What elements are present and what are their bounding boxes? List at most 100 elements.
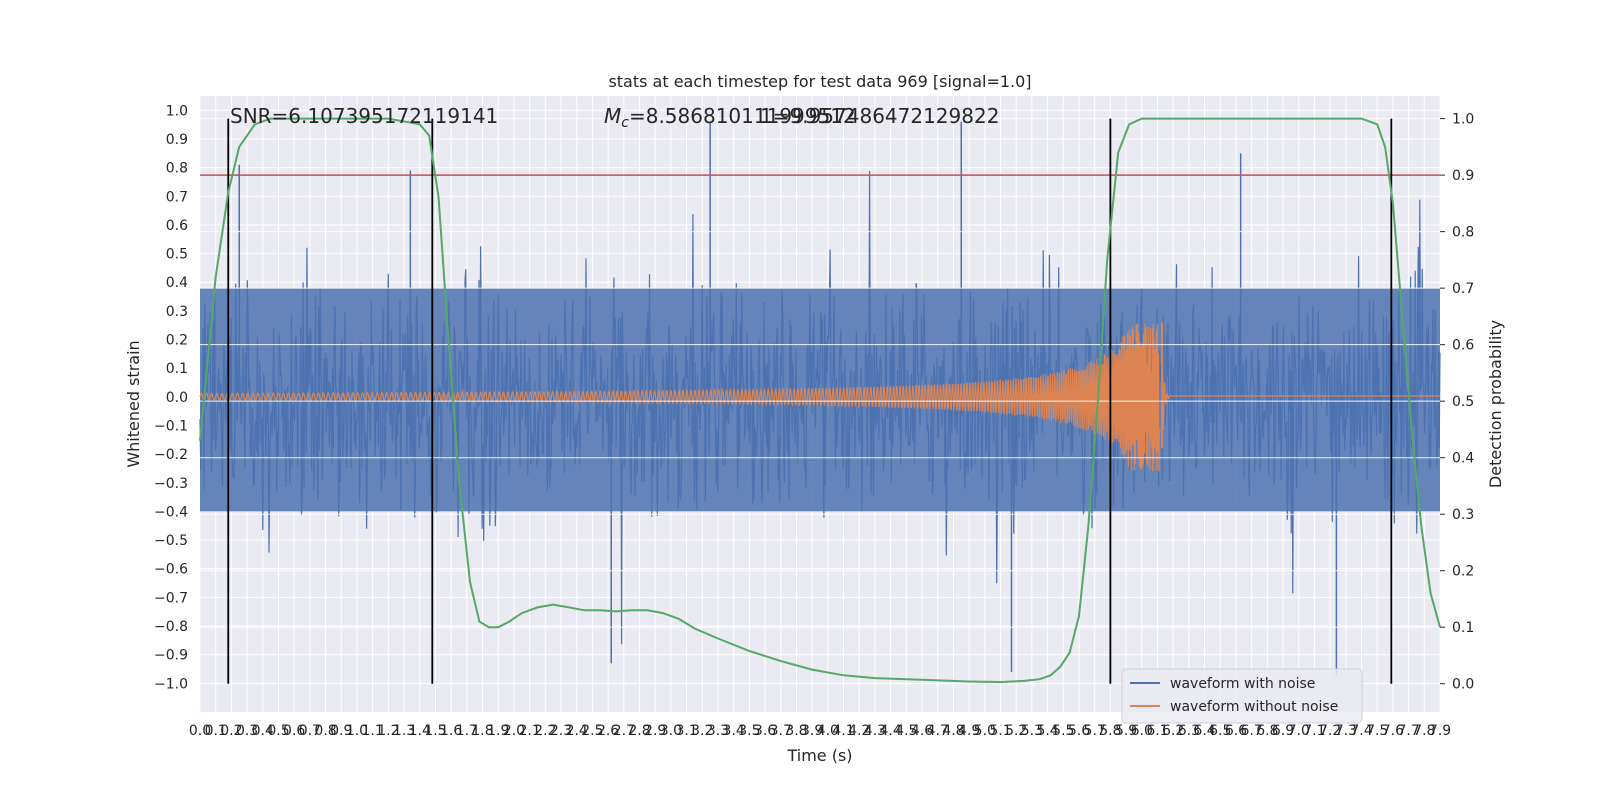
x-tick-label: 7.0 bbox=[1288, 723, 1310, 739]
right-y-axis-label: Detection probability bbox=[1486, 320, 1505, 488]
overlap-annotation: 1=9.957486472129822 bbox=[760, 104, 999, 128]
x-tick-label: 2.6 bbox=[597, 723, 619, 739]
x-tick-label: 5.2 bbox=[1005, 723, 1027, 739]
chart-title: stats at each timestep for test data 969… bbox=[608, 72, 1031, 91]
x-tick-label: 2.2 bbox=[534, 723, 556, 739]
y-tick-labels: 1.0 0.9 0.8 0.7 0.6 0.5 0.4 0.3 0.2 0.1 0.0 −0.1 −0.… bbox=[154, 103, 188, 692]
x-tick-label: 6.2 bbox=[1162, 723, 1184, 739]
x-tick-label: 2.9 bbox=[644, 723, 666, 739]
x-tick-label: 0.7 bbox=[299, 723, 321, 739]
x-tick-label: 7.6 bbox=[1382, 723, 1404, 739]
x-tick-label: 4.7 bbox=[927, 723, 949, 739]
x-tick-label: 0.1 bbox=[205, 723, 227, 739]
waveform-without-noise-line bbox=[199, 323, 1440, 472]
x-tick-label: 3.3 bbox=[707, 723, 729, 739]
legend-box bbox=[1121, 668, 1363, 724]
x-tick-label: 3.5 bbox=[738, 723, 760, 739]
x-tick-label: 4.5 bbox=[895, 723, 917, 739]
right-y-tick-label: 0.7 bbox=[1452, 281, 1474, 297]
x-tick-label: 0.3 bbox=[236, 723, 258, 739]
x-tick-label: 7.7 bbox=[1397, 723, 1419, 739]
x-tick-label: 7.9 bbox=[1429, 723, 1451, 739]
y-axis-label: Whitened strain bbox=[124, 340, 143, 467]
x-tick-label: 5.3 bbox=[1021, 723, 1043, 739]
x-tick-label: 1.4 bbox=[409, 723, 431, 739]
x-tick-label: 0.2 bbox=[220, 723, 242, 739]
x-tick-labels: 0.00.10.20.30.40.50.60.70.80.91.01.11.21… bbox=[189, 723, 1451, 739]
x-tick-label: 1.1 bbox=[362, 723, 384, 739]
x-tick-label: 3.8 bbox=[785, 723, 807, 739]
x-tick-label: 0.6 bbox=[283, 723, 305, 739]
x-tick-label: 7.2 bbox=[1319, 723, 1341, 739]
x-tick-label: 3.6 bbox=[754, 723, 776, 739]
x-tick-label: 4.2 bbox=[848, 723, 870, 739]
x-tick-label: 6.5 bbox=[1209, 723, 1231, 739]
right-y-tick-label: 0.3 bbox=[1452, 507, 1474, 523]
x-tick-label: 3.2 bbox=[691, 723, 713, 739]
x-tick-label: 3.9 bbox=[801, 723, 823, 739]
x-tick-label: 5.9 bbox=[1115, 723, 1137, 739]
y-tick-label: −0.7 bbox=[154, 590, 188, 606]
chirp-mass-symbol: M bbox=[604, 104, 621, 128]
x-tick-label: 2.1 bbox=[518, 723, 540, 739]
x-tick-label: 6.1 bbox=[1146, 723, 1168, 739]
x-tick-label: 5.6 bbox=[1068, 723, 1090, 739]
y-tick-label: 0.7 bbox=[166, 189, 188, 205]
y-tick-label: 0.3 bbox=[166, 304, 188, 320]
x-tick-label: 7.4 bbox=[1350, 723, 1372, 739]
x-tick-label: 5.1 bbox=[989, 723, 1011, 739]
x-tick-label: 4.3 bbox=[864, 723, 886, 739]
right-y-tick-labels: 1.0 0.9 0.8 0.7 0.6 0.5 0.4 0.3 0.2 0.1 0.0 bbox=[1440, 112, 1474, 693]
y-tick-label: −0.2 bbox=[154, 447, 188, 463]
x-tick-label: 7.5 bbox=[1366, 723, 1388, 739]
x-tick-label: 4.6 bbox=[911, 723, 933, 739]
x-tick-label: 6.3 bbox=[1178, 723, 1200, 739]
right-y-tick-label: 0.0 bbox=[1452, 677, 1474, 693]
x-tick-label: 0.4 bbox=[252, 723, 274, 739]
x-tick-label: 7.3 bbox=[1335, 723, 1357, 739]
x-tick-label: 6.7 bbox=[1241, 723, 1263, 739]
x-tick-label: 3.7 bbox=[770, 723, 792, 739]
y-tick-label: −1.0 bbox=[154, 676, 188, 692]
chirp-mass-annotation: Mc=8.586810111999512 bbox=[604, 104, 856, 131]
x-tick-label: 2.7 bbox=[613, 723, 635, 739]
y-tick-label: 0.8 bbox=[166, 161, 188, 177]
x-tick-label: 6.4 bbox=[1193, 723, 1215, 739]
legend-label-clean: waveform without noise bbox=[1170, 699, 1338, 715]
y-tick-label: 0.0 bbox=[166, 390, 188, 406]
x-tick-label: 4.0 bbox=[817, 723, 839, 739]
x-tick-label: 1.9 bbox=[487, 723, 509, 739]
x-tick-label: 4.9 bbox=[958, 723, 980, 739]
x-tick-label: 2.8 bbox=[628, 723, 650, 739]
y-tick-label: 0.6 bbox=[166, 218, 188, 234]
x-tick-label: 4.4 bbox=[880, 723, 902, 739]
y-tick-label: −0.9 bbox=[154, 648, 188, 664]
x-tick-label: 1.2 bbox=[377, 723, 399, 739]
x-tick-label: 3.4 bbox=[723, 723, 745, 739]
x-tick-label: 5.4 bbox=[1036, 723, 1058, 739]
right-y-tick-label: 0.8 bbox=[1452, 225, 1474, 241]
x-tick-label: 3.0 bbox=[660, 723, 682, 739]
y-tick-label: 0.9 bbox=[166, 132, 188, 148]
x-tick-label: 1.3 bbox=[393, 723, 415, 739]
right-y-tick-label: 1.0 bbox=[1452, 112, 1474, 128]
y-tick-label: −0.3 bbox=[154, 476, 188, 492]
x-tick-label: 6.8 bbox=[1256, 723, 1278, 739]
x-tick-label: 2.0 bbox=[503, 723, 525, 739]
x-tick-label: 3.1 bbox=[675, 723, 697, 739]
y-tick-label: −0.5 bbox=[154, 533, 188, 549]
x-tick-label: 0.8 bbox=[314, 723, 336, 739]
chirp-mass-subscript: c bbox=[621, 115, 629, 131]
x-tick-label: 5.0 bbox=[974, 723, 996, 739]
x-tick-label: 1.7 bbox=[456, 723, 478, 739]
y-tick-label: −0.6 bbox=[154, 562, 188, 578]
y-tick-label: −0.4 bbox=[154, 504, 188, 520]
x-axis-label: Time (s) bbox=[786, 746, 852, 765]
detection-probability-line bbox=[199, 117, 1441, 684]
y-tick-label: 0.4 bbox=[166, 275, 188, 291]
y-tick-label: 0.5 bbox=[166, 247, 188, 263]
x-tick-label: 5.5 bbox=[1052, 723, 1074, 739]
x-tick-label: 6.9 bbox=[1272, 723, 1294, 739]
x-tick-label: 2.3 bbox=[550, 723, 572, 739]
